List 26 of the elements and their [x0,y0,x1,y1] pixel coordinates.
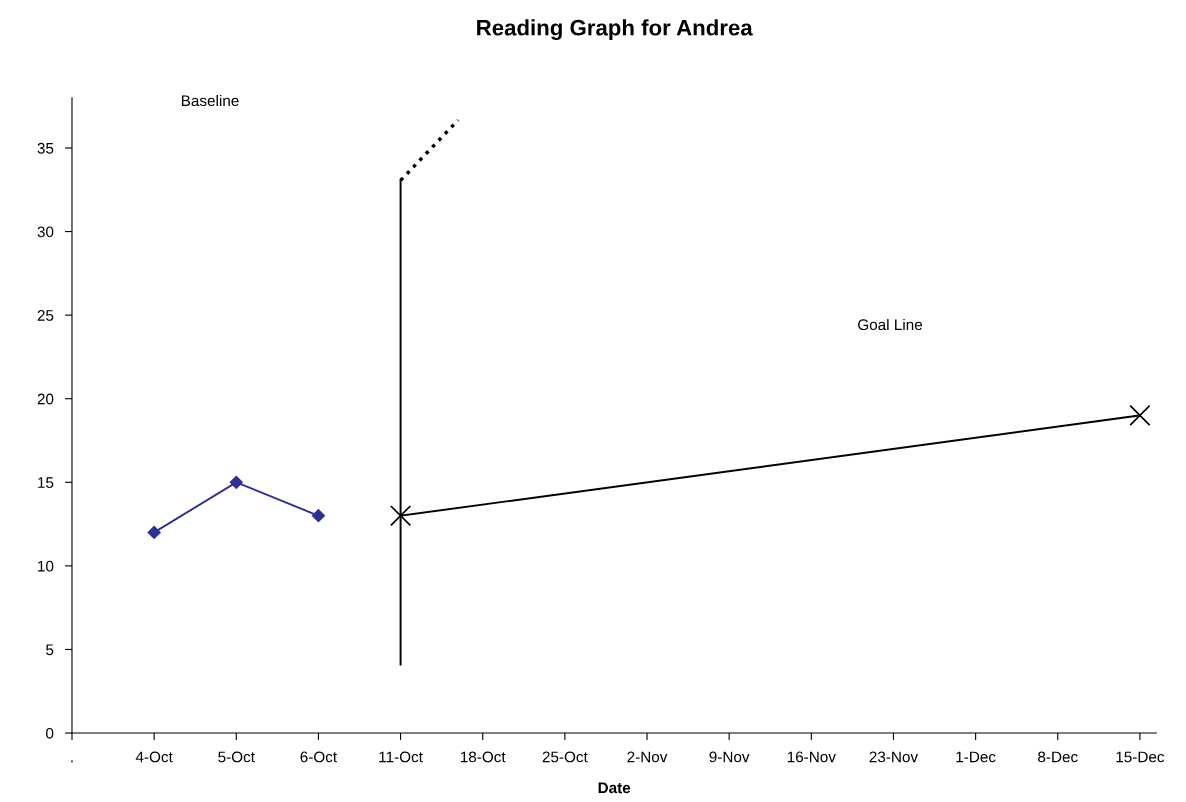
chart-title: Reading Graph for Andrea [477,19,753,41]
x-tick-label: 18-Oct [460,751,506,763]
y-tick-label: 5 [46,644,54,656]
y-tick-label: 30 [37,226,54,238]
x-axis-title: Date [598,782,631,794]
y-tick-label: 20 [37,393,54,405]
y-tick-label: 25 [37,310,54,321]
x-tick-label: 4-Oct [135,751,173,763]
x-tick-label: 5-Oct [218,751,255,763]
x-tick-label: 11-Oct [379,751,423,763]
y-tick-label: 10 [38,560,54,572]
y-tick-label: 15 [38,477,54,488]
x-tick-label: 8-Dec [1038,751,1078,763]
x-tick-label: . [71,760,73,763]
x-tick-label: 15-Dec [1116,751,1165,763]
x-tick-label: 2-Nov [627,751,668,763]
annotation: Goal Line [858,318,923,331]
x-tick-label: 9-Nov [709,751,750,763]
x-tick-label: 23-Nov [869,751,919,763]
x-tick-label: 16-Nov [787,751,836,763]
y-tick-label: 35 [37,142,54,154]
annotation: Baseline [181,94,239,107]
x-tick-label: 6-Oct [300,751,337,763]
y-tick-label: 0 [46,727,54,739]
x-tick-label: 25-Oct [542,751,588,763]
x-tick-label: 1-Dec [956,751,996,763]
